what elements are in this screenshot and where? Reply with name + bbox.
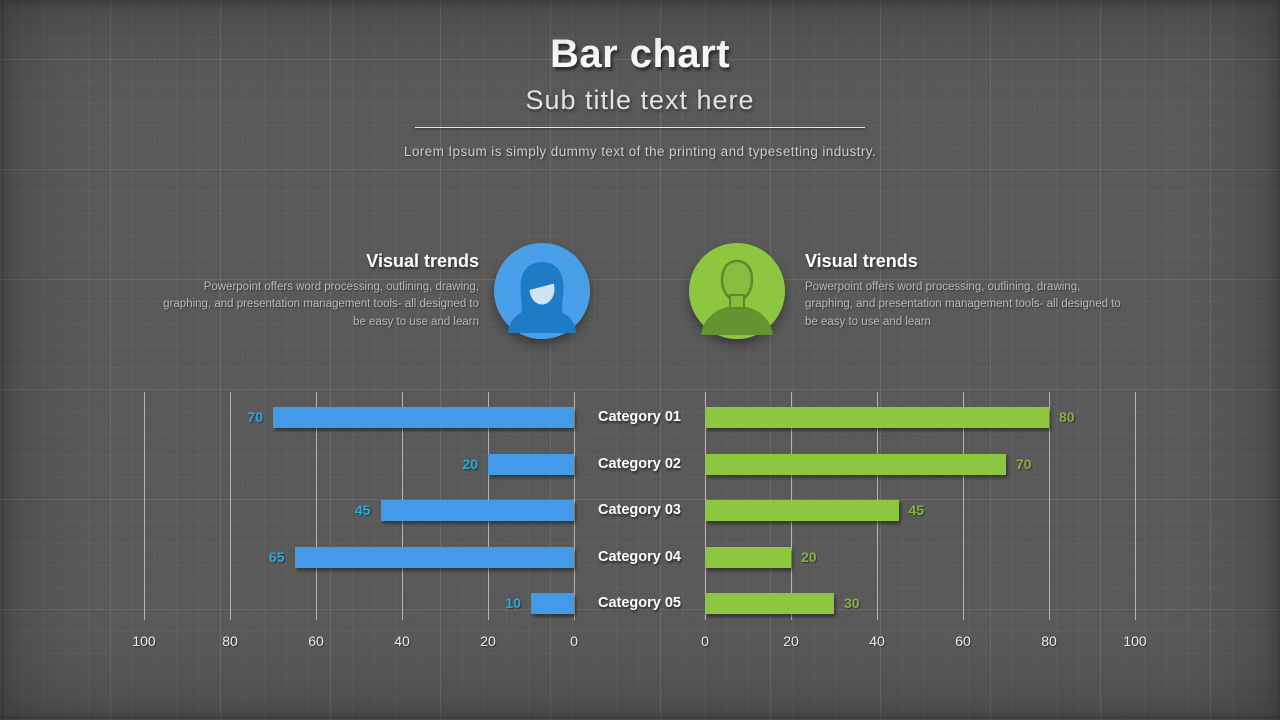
bar-left-blue xyxy=(273,407,574,428)
axis-tick-label: 80 xyxy=(1041,633,1057,649)
axis-tick-label: 0 xyxy=(570,633,578,649)
feature-block-right: Visual trends Powerpoint offers word pro… xyxy=(805,251,1127,331)
bar-left-blue xyxy=(488,453,574,475)
bar-right-green xyxy=(705,500,899,521)
left-plot: 100 80 60 40 20 0 70 20 45 65 10 xyxy=(132,390,578,649)
bar-value-label: 30 xyxy=(844,595,860,611)
axis-tick-label: 60 xyxy=(308,633,324,649)
axis-tick-label: 0 xyxy=(701,633,709,649)
axis-tick-label: 40 xyxy=(394,633,410,649)
grid-line xyxy=(1134,392,1136,620)
axis-tick-label: 20 xyxy=(480,633,496,649)
category-labels-column: Category 01 Category 02 Category 03 Categor… xyxy=(574,390,705,622)
category-label: Category 05 xyxy=(597,595,681,611)
bar-value-label: 45 xyxy=(354,502,371,518)
bar-chart: 100 80 60 40 20 0 70 20 45 65 10 Category 01 Catego… xyxy=(0,390,1280,670)
feature-heading-right: Visual trends xyxy=(805,251,918,271)
category-label: Category 03 xyxy=(597,502,681,518)
right-plot: 0 20 40 60 80 100 80 70 45 20 30 xyxy=(701,390,1147,649)
bar-value-label: 10 xyxy=(505,595,521,611)
bar-value-label: 65 xyxy=(268,548,285,565)
header: Bar chart Sub title text here xyxy=(0,32,1280,116)
grid-line xyxy=(1048,392,1050,620)
bar-value-label: 70 xyxy=(1016,455,1032,472)
bar-left-blue xyxy=(531,593,574,614)
bar-value-label: 20 xyxy=(462,455,478,472)
bar-left-blue xyxy=(294,546,574,568)
bar-right-green xyxy=(705,453,1006,475)
axis-tick-label: 80 xyxy=(222,633,238,649)
bar-left-blue xyxy=(380,500,574,521)
divider-line xyxy=(415,127,865,128)
grid-line xyxy=(962,392,964,620)
bar-right-green xyxy=(705,546,791,568)
bar-value-label: 20 xyxy=(801,548,817,565)
grid-line xyxy=(229,392,231,620)
axis-tick-label: 60 xyxy=(955,633,971,649)
description-text: Lorem Ipsum is simply dummy text of the … xyxy=(403,144,877,159)
male-avatar-icon xyxy=(689,243,785,339)
feature-block-left: Visual trends Powerpoint offers word pro… xyxy=(157,251,479,331)
axis-tick-label: 40 xyxy=(869,633,885,649)
female-avatar-icon xyxy=(494,243,590,339)
category-label: Category 01 xyxy=(597,409,681,425)
axis-tick-label: 100 xyxy=(1123,633,1147,649)
grid-line xyxy=(573,392,575,620)
feature-heading-left: Visual trends xyxy=(366,251,479,271)
bar-right-green xyxy=(705,593,834,614)
bar-value-label: 80 xyxy=(1059,409,1075,425)
bar-value-label: 45 xyxy=(908,502,925,518)
bar-value-label: 70 xyxy=(247,409,263,425)
page-subtitle: Sub title text here xyxy=(525,85,755,115)
category-label: Category 02 xyxy=(597,455,681,472)
grid-line xyxy=(143,392,145,620)
page-title: Bar chart xyxy=(549,32,731,76)
axis-tick-label: 100 xyxy=(132,633,156,649)
feature-body-left: Powerpoint offers word processing, outli… xyxy=(163,281,479,328)
grid-line xyxy=(315,392,317,620)
category-label: Category 04 xyxy=(597,548,681,565)
bar-right-green xyxy=(705,407,1049,428)
feature-body-right: Powerpoint offers word processing, outli… xyxy=(805,281,1121,328)
axis-tick-label: 20 xyxy=(783,633,799,649)
